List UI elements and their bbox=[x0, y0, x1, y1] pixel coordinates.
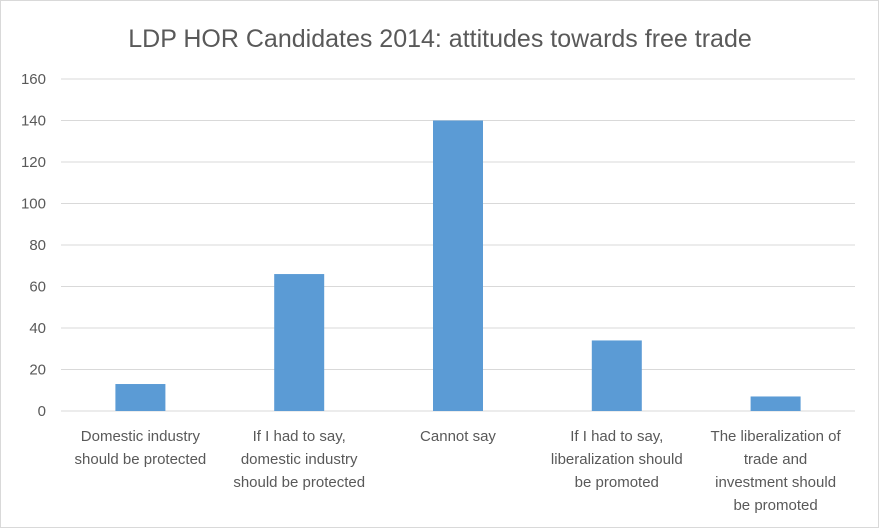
bar bbox=[750, 396, 801, 411]
y-tick-label: 120 bbox=[21, 154, 46, 171]
x-category-label: Domestic industry should be protected bbox=[75, 428, 207, 468]
bars bbox=[115, 120, 801, 411]
x-category-label: If I had to say, liberalization should be … bbox=[551, 428, 683, 491]
y-tick-label: 80 bbox=[29, 237, 46, 254]
y-tick-label: 20 bbox=[29, 362, 46, 379]
y-tick-label: 60 bbox=[29, 279, 46, 296]
y-axis-tick-labels: 0 20 40 60 80 100 120 140 160 bbox=[21, 71, 46, 420]
y-tick-label: 140 bbox=[21, 113, 46, 130]
bar bbox=[433, 120, 483, 411]
y-tick-label: 0 bbox=[38, 403, 46, 420]
x-axis-category-labels: Domestic industry should be protected If I… bbox=[75, 428, 842, 514]
bar bbox=[274, 274, 325, 411]
y-tick-label: 40 bbox=[29, 320, 46, 337]
x-category-label: Cannot say bbox=[420, 428, 496, 445]
bar bbox=[115, 384, 166, 411]
y-tick-label: 160 bbox=[21, 71, 46, 88]
x-category-label: If I had to say, domestic industry should … bbox=[233, 428, 365, 491]
x-category-label: The liberalization of trade and investment… bbox=[711, 428, 842, 514]
y-tick-label: 100 bbox=[21, 196, 46, 213]
bar bbox=[591, 340, 642, 411]
chart-title: LDP HOR Candidates 2014: attitudes towar… bbox=[128, 25, 752, 53]
